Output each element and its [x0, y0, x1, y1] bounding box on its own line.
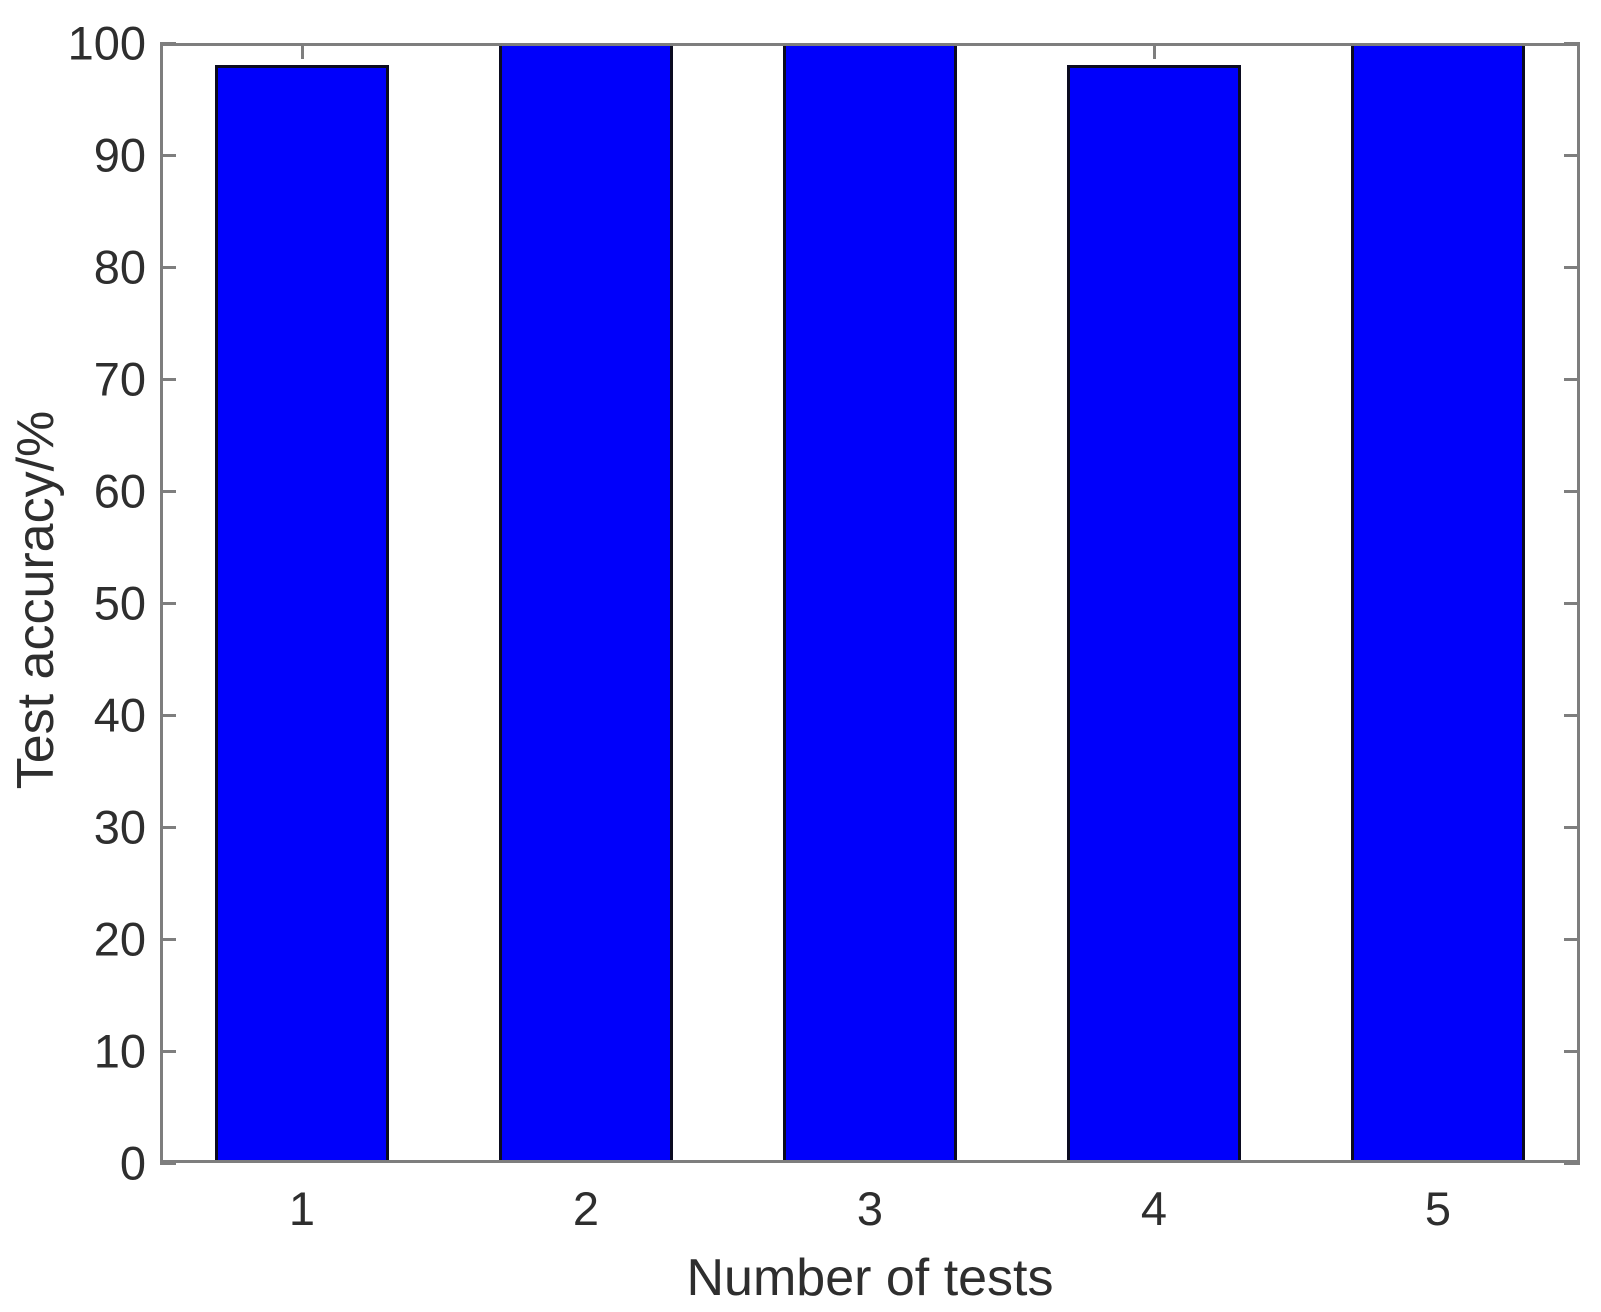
y-tick-label: 90 [93, 128, 146, 182]
y-tick-label: 10 [93, 1024, 146, 1078]
y-tick-mark-right [1564, 601, 1580, 605]
y-tick-mark-left [160, 377, 176, 381]
y-tick-mark-left [160, 825, 176, 829]
y-tick-label: 20 [93, 912, 146, 966]
y-tick-mark-left [160, 937, 176, 941]
y-tick-mark-right [1564, 1049, 1580, 1053]
y-tick-label: 60 [93, 464, 146, 518]
y-tick-mark-left [160, 601, 176, 605]
x-axis-label: Number of tests [686, 1249, 1054, 1307]
x-tick-label: 1 [288, 1182, 316, 1235]
bar [782, 43, 958, 1163]
y-tick-mark-right [1564, 377, 1580, 381]
x-tick-label: 3 [856, 1182, 884, 1235]
y-tick-label: 50 [93, 576, 146, 630]
x-tick-label: 5 [1424, 1182, 1452, 1235]
bar [1066, 65, 1242, 1163]
x-tick-mark-top [1152, 43, 1156, 59]
y-tick-label: 0 [119, 1136, 146, 1190]
y-tick-mark-right [1564, 153, 1580, 157]
y-tick-mark-left [160, 265, 176, 269]
bar [214, 65, 390, 1163]
plot-area: 0 10 20 30 40 50 60 70 80 90 100 1 2 3 4 5 [68, 20, 1580, 1232]
y-tick-mark-right [1564, 265, 1580, 269]
x-tick-mark-top [300, 43, 304, 59]
y-tick-mark-right [1564, 489, 1580, 493]
y-tick-mark-left [160, 1049, 176, 1053]
y-tick-mark-left [160, 489, 176, 493]
y-tick-mark-right [1564, 825, 1580, 829]
y-tick-mark-right [1564, 713, 1580, 717]
axis-box-bottom [160, 1160, 1580, 1163]
axis-box-left [160, 43, 163, 1163]
y-tick-mark-left [160, 713, 176, 717]
x-tick-label: 4 [1140, 1182, 1168, 1235]
y-tick-mark-left [160, 1161, 176, 1165]
y-tick-mark-right [1564, 937, 1580, 941]
y-tick-label: 70 [93, 352, 146, 406]
y-tick-mark-right [1564, 1161, 1580, 1165]
y-tick-label: 30 [93, 800, 146, 854]
axis-box-right [1577, 43, 1580, 1163]
axis-box-top [160, 43, 1580, 46]
y-tick-mark-left [160, 153, 176, 157]
bar [498, 43, 674, 1163]
y-tick-label: 80 [93, 240, 146, 294]
x-tick-label: 2 [572, 1182, 600, 1235]
y-tick-label: 100 [67, 16, 146, 70]
y-tick-label: 40 [93, 688, 146, 742]
bar [1350, 43, 1526, 1163]
